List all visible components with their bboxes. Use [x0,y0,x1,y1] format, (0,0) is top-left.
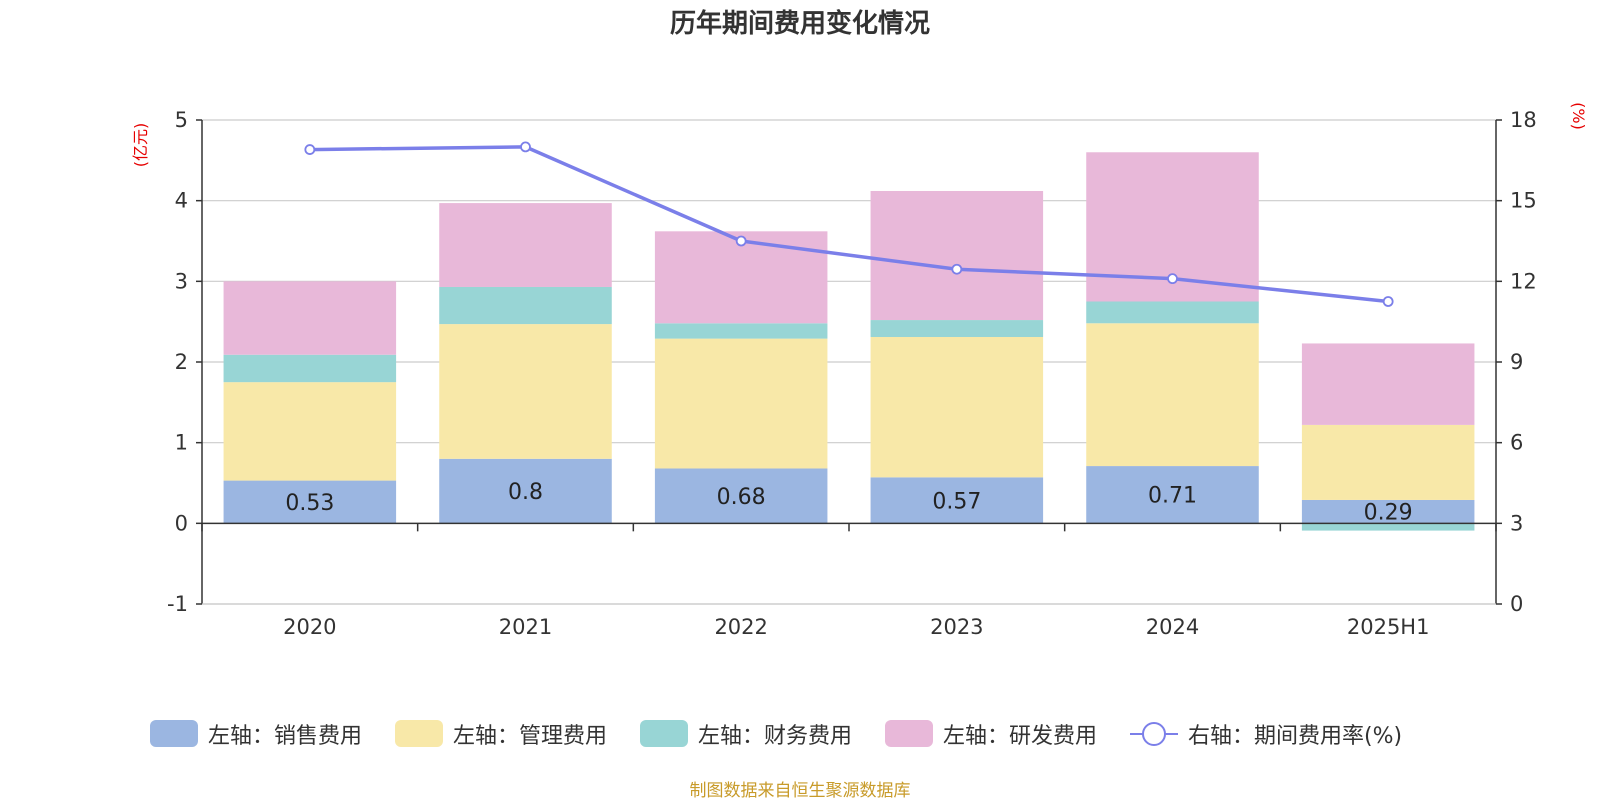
left-axis-tick-label: -1 [167,592,188,616]
bar-value-label: 0.57 [932,489,981,514]
legend-label: 右轴：期间费用率(%) [1188,724,1402,749]
x-axis-category-label: 2021 [499,615,552,639]
bar-segment[interactable] [654,231,828,324]
legend-item[interactable]: 左轴：财务费用 [640,720,852,749]
bar-segment[interactable] [439,458,612,524]
rate-point[interactable] [520,141,531,153]
x-axis-category-label: 2022 [714,615,767,639]
bar-segment[interactable] [223,382,397,481]
bar-value-label: 0.68 [717,485,766,510]
legend-item[interactable]: 右轴：期间费用率(%) [1130,722,1402,749]
line-layer [304,141,1394,307]
legend-label: 左轴：研发费用 [943,724,1097,749]
bar-segment[interactable] [439,203,612,287]
rate-point[interactable] [304,144,316,155]
legend-label: 左轴：销售费用 [208,724,362,749]
bar-value-label: 0.53 [285,491,334,516]
right-axis-tick-label: 12 [1510,269,1537,293]
bar-segment[interactable] [870,320,1044,337]
bar-value-label: 0.8 [508,480,543,505]
bar-segment[interactable] [1086,323,1259,467]
legend-swatch [150,720,198,747]
bar-segment[interactable] [870,336,1044,478]
left-axis-tick-label: 3 [175,269,188,293]
right-axis-tick-label: 15 [1510,189,1537,213]
bar-segment[interactable] [223,354,397,383]
legend-label: 左轴：财务费用 [698,724,852,749]
bar-segment[interactable] [1086,301,1259,324]
rate-point[interactable] [735,235,747,247]
bar-segment[interactable] [1301,499,1475,524]
rate-line [309,145,1389,304]
legend-item[interactable]: 左轴：销售费用 [150,720,362,749]
left-axis-tick-label: 1 [175,431,188,455]
legend-swatch [395,720,443,747]
left-axis-tick-label: 4 [175,189,188,213]
legend-swatch [640,720,688,747]
rate-point[interactable] [1382,296,1394,307]
source-note: 制图数据来自恒生聚源数据库 [690,781,911,800]
legend-item[interactable]: 左轴：管理费用 [395,720,607,749]
right-axis-tick-label: 0 [1510,592,1523,616]
left-axis-tick-label: 5 [175,108,188,132]
legend-marker-icon [1142,722,1166,746]
bar-segment[interactable] [223,480,397,524]
bar-segment[interactable] [1301,424,1475,500]
bar-value-label: 0.29 [1364,501,1413,526]
left-axis-tick-label: 0 [175,511,188,535]
right-axis-tick-label: 9 [1510,350,1523,374]
chart-title: 历年期间费用变化情况 [670,8,930,39]
bar-segment[interactable] [223,281,397,355]
x-axis-category-label: 2025H1 [1347,615,1430,639]
x-axis-category-label: 2023 [930,615,983,639]
left-axis-unit: (亿元) [131,123,150,168]
right-axis-tick-label: 18 [1510,108,1537,132]
x-axis-category-label: 2024 [1146,615,1199,639]
rate-point[interactable] [951,263,963,275]
right-axis-tick-label: 3 [1510,511,1523,535]
legend[interactable]: 左轴：销售费用 左轴：管理费用 左轴：财务费用 左轴：研发费用 右轴：期间费用率(%) [150,720,1402,749]
legend-label: 左轴：管理费用 [453,724,607,749]
legend-item[interactable]: 左轴：研发费用 [885,720,1097,749]
bar-segment[interactable] [870,477,1044,524]
right-axis-unit: (%) [1569,102,1588,130]
bar-segment[interactable] [439,286,612,325]
bar-segment[interactable] [1301,523,1475,531]
bar-segment[interactable] [439,324,612,459]
left-axis-tick-label: 2 [175,350,188,374]
bar-segment[interactable] [870,190,1044,321]
bar-layer: 0.53 0.8 0.68 0.57 0.71 0.29 [223,152,1475,531]
bar-segment[interactable] [654,323,828,339]
rate-point[interactable] [1167,273,1178,285]
bar-value-label: 0.71 [1148,484,1197,509]
bar-segment[interactable] [1086,466,1259,524]
bar-segment[interactable] [1301,343,1475,425]
bar-segment[interactable] [654,468,828,524]
x-axis-category-label: 2020 [283,615,336,639]
bar-segment[interactable] [654,338,828,469]
right-axis-tick-label: 6 [1510,431,1523,455]
legend-swatch [885,720,933,747]
